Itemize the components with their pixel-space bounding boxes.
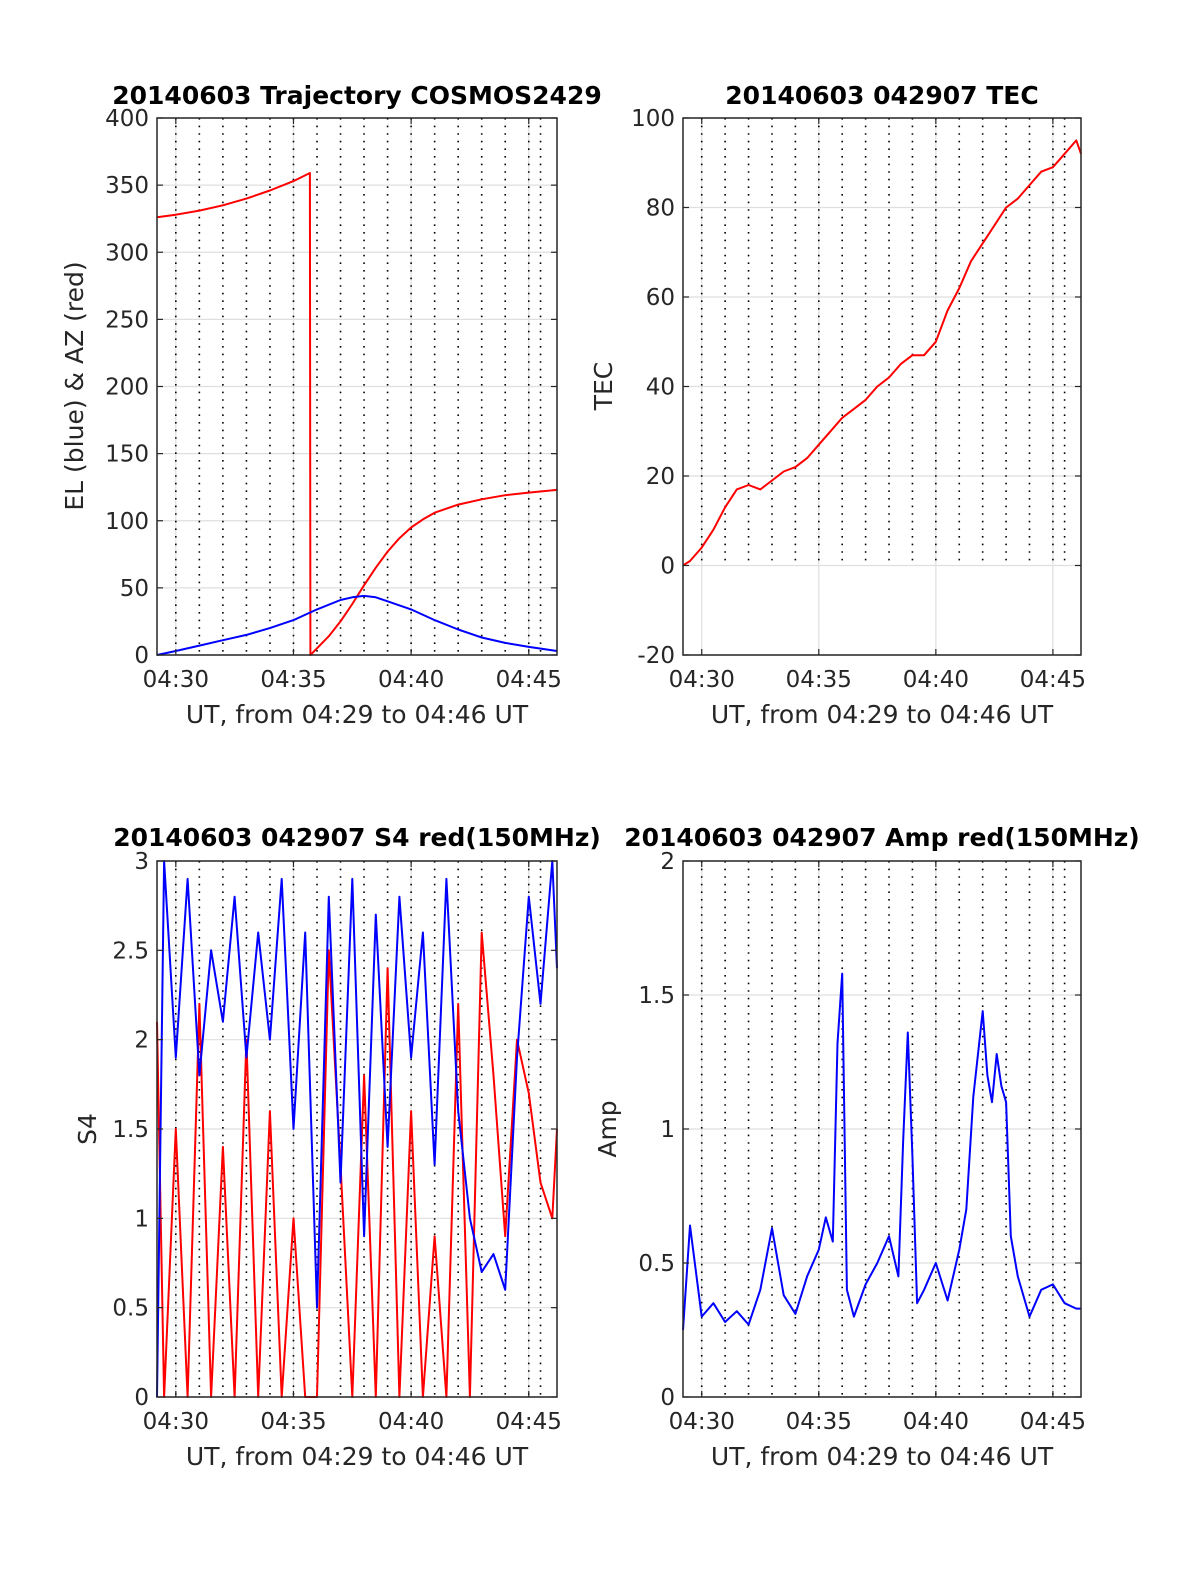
amp-title: 20140603 042907 Amp red(150MHz) xyxy=(624,823,1140,852)
tec-title: 20140603 042907 TEC xyxy=(725,81,1038,110)
s4-ytick-label-6: 3 xyxy=(134,849,149,875)
amp-ytick-label-2: 1 xyxy=(660,1117,675,1143)
trajectory-ytick-label-2: 100 xyxy=(105,509,149,535)
s4-ytick-label-5: 2.5 xyxy=(112,938,149,964)
amp-series-0 xyxy=(682,972,1081,1331)
amp-ytick-label-0: 0 xyxy=(660,1385,675,1411)
amp-x-label: UT, from 04:29 to 04:46 UT xyxy=(711,1442,1054,1471)
s4-ytick-label-1: 0.5 xyxy=(112,1296,149,1322)
trajectory-ytick-label-3: 150 xyxy=(105,442,149,468)
amp-xtick-label-0: 04:30 xyxy=(669,1409,735,1435)
tec-ytick-label-5: 80 xyxy=(646,196,675,222)
tec-xtick-label-0: 04:30 xyxy=(669,667,735,693)
tec-ytick-label-0: -20 xyxy=(637,643,675,669)
s4-panel: 04:30 04:35 04:40 04:45 0 0.5 1 1.5 2 2.5 3 201406… xyxy=(73,823,601,1471)
s4-ytick-label-0: 0 xyxy=(134,1385,149,1411)
tec-xtick-label-2: 04:40 xyxy=(903,667,969,693)
trajectory-ytick-label-5: 250 xyxy=(105,307,149,333)
trajectory-ytick-label-4: 200 xyxy=(105,375,149,401)
s4-ytick-label-3: 1.5 xyxy=(112,1117,149,1143)
trajectory-ytick-label-7: 350 xyxy=(105,173,149,199)
s4-ytick-label-2: 1 xyxy=(134,1206,149,1232)
trajectory-ticks: 04:30 04:35 04:40 04:45 0 50 100 150 200 250 300 35… xyxy=(105,106,562,693)
tec-ytick-label-6: 100 xyxy=(631,106,675,132)
amp-xtick-label-3: 04:45 xyxy=(1020,1409,1086,1435)
tec-series-0 xyxy=(682,139,1082,567)
trajectory-ytick-label-6: 300 xyxy=(105,240,149,266)
trajectory-y-label: EL (blue) & AZ (red) xyxy=(60,261,89,510)
amp-ticks: 04:30 04:35 04:40 04:45 0 0.5 1 1.5 2 xyxy=(638,849,1086,1435)
tec-ticks: 04:30 04:35 04:40 04:45 -20 0 20 40 60 80 100 xyxy=(631,106,1086,693)
trajectory-series-1 xyxy=(156,594,558,656)
s4-ticks: 04:30 04:35 04:40 04:45 0 0.5 1 1.5 2 2.5 3 xyxy=(112,849,561,1435)
amp-ytick-label-4: 2 xyxy=(660,849,675,875)
s4-x-label: UT, from 04:29 to 04:46 UT xyxy=(186,1442,529,1471)
s4-xtick-label-1: 04:35 xyxy=(260,1409,326,1435)
amp-ytick-label-1: 0.5 xyxy=(638,1251,675,1277)
trajectory-series xyxy=(156,172,558,656)
trajectory-ytick-label-0: 0 xyxy=(134,643,149,669)
s4-xtick-label-3: 04:45 xyxy=(496,1409,562,1435)
tec-ytick-label-4: 60 xyxy=(646,285,675,311)
trajectory-xtick-label-1: 04:35 xyxy=(260,667,326,693)
trajectory-series-0 xyxy=(156,172,558,656)
amp-gridlines xyxy=(683,860,1081,1398)
tec-xtick-label-3: 04:45 xyxy=(1020,667,1086,693)
s4-series-0 xyxy=(156,931,558,1398)
trajectory-x-label: UT, from 04:29 to 04:46 UT xyxy=(186,700,529,729)
tec-panel: 04:30 04:35 04:40 04:45 -20 0 20 40 60 80 100 2014… xyxy=(589,81,1086,729)
amp-panel: 04:30 04:35 04:40 04:45 0 0.5 1 1.5 2 20140603 0… xyxy=(593,823,1140,1471)
trajectory-ytick-label-1: 50 xyxy=(120,576,149,602)
s4-series xyxy=(156,860,558,1398)
s4-title: 20140603 042907 S4 red(150MHz) xyxy=(113,823,601,852)
trajectory-xtick-label-3: 04:45 xyxy=(496,667,562,693)
amp-xtick-label-2: 04:40 xyxy=(903,1409,969,1435)
tec-y-label: TEC xyxy=(589,362,618,412)
tec-ytick-label-2: 20 xyxy=(646,464,675,490)
trajectory-panel: 04:30 04:35 04:40 04:45 0 50 100 150 200 250 300 35… xyxy=(60,81,602,729)
tec-ytick-label-3: 40 xyxy=(646,375,675,401)
trajectory-ytick-label-8: 400 xyxy=(105,106,149,132)
amp-y-label: Amp xyxy=(593,1100,622,1157)
tec-gridlines xyxy=(683,117,1081,656)
tec-xtick-label-1: 04:35 xyxy=(786,667,852,693)
amp-ytick-label-3: 1.5 xyxy=(638,983,675,1009)
s4-xtick-label-0: 04:30 xyxy=(143,1409,209,1435)
tec-dotted-verticals xyxy=(700,118,1066,566)
trajectory-gridlines xyxy=(157,117,557,656)
trajectory-title: 20140603 Trajectory COSMOS2429 xyxy=(112,81,602,110)
amp-series xyxy=(682,972,1081,1331)
trajectory-xtick-label-2: 04:40 xyxy=(378,667,444,693)
trajectory-xtick-label-0: 04:30 xyxy=(143,667,209,693)
tec-x-label: UT, from 04:29 to 04:46 UT xyxy=(711,700,1054,729)
s4-y-label: S4 xyxy=(73,1113,102,1145)
s4-xtick-label-2: 04:40 xyxy=(378,1409,444,1435)
s4-series-1 xyxy=(156,860,558,1398)
amp-xtick-label-1: 04:35 xyxy=(786,1409,852,1435)
tec-ytick-label-1: 0 xyxy=(660,554,675,580)
s4-ytick-label-4: 2 xyxy=(134,1028,149,1054)
tec-series xyxy=(682,139,1082,567)
